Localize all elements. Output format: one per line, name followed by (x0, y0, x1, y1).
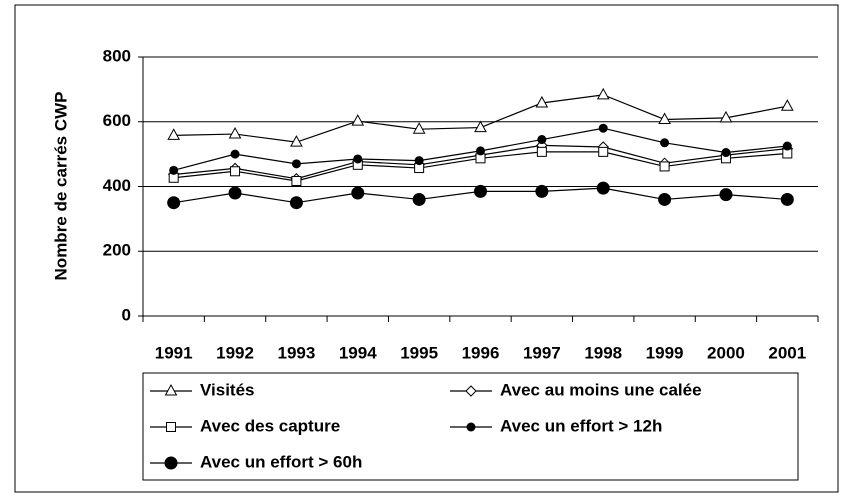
marker (782, 141, 792, 151)
marker (476, 146, 485, 156)
y-tick-label: 600 (103, 111, 131, 130)
x-tick-label: 1996 (462, 343, 500, 362)
marker (658, 112, 671, 124)
legend-label: Avec un effort > 60h (200, 452, 362, 471)
y-tick-label: 800 (103, 46, 131, 65)
x-tick-label: 1995 (400, 343, 438, 362)
marker (780, 192, 794, 206)
marker (169, 165, 179, 175)
marker (291, 159, 301, 169)
marker (658, 192, 672, 206)
marker (466, 422, 476, 432)
x-tick-label: 2001 (768, 343, 806, 362)
marker (535, 184, 549, 198)
marker (230, 166, 241, 177)
marker (289, 196, 303, 210)
marker (167, 196, 181, 210)
marker (164, 383, 178, 396)
legend-label: Avec des capture (200, 416, 340, 435)
marker (351, 114, 365, 126)
marker (474, 184, 487, 198)
legend-label: Visités (200, 380, 255, 399)
marker (291, 175, 302, 186)
marker (167, 128, 181, 140)
marker (596, 87, 610, 100)
marker (412, 122, 426, 134)
y-tick-label: 200 (103, 241, 131, 260)
marker (414, 156, 424, 166)
y-tick-label: 400 (103, 176, 131, 195)
marker (780, 99, 794, 111)
marker (465, 385, 477, 397)
marker (536, 146, 547, 157)
marker (351, 186, 365, 200)
marker (353, 154, 363, 164)
x-tick-label: 1998 (584, 343, 622, 362)
marker (535, 95, 549, 108)
x-tick-label: 1994 (339, 343, 377, 362)
x-tick-label: 1993 (277, 343, 315, 362)
marker (166, 422, 176, 432)
marker (719, 188, 733, 202)
marker (537, 135, 547, 145)
marker (412, 192, 426, 206)
marker (660, 138, 670, 148)
x-tick-label: 1991 (155, 343, 193, 362)
y-axis-label: Nombre de carrés CWP (51, 92, 70, 281)
marker (659, 161, 670, 172)
marker (598, 123, 608, 133)
marker (721, 148, 731, 158)
marker (290, 135, 303, 147)
marker (230, 149, 240, 159)
marker (228, 186, 242, 200)
marker (164, 456, 178, 470)
x-tick-label: 1997 (523, 343, 561, 362)
marker (228, 127, 242, 139)
y-tick-label: 0 (122, 305, 131, 324)
legend-label: Avec au moins une calée (500, 380, 702, 399)
marker (598, 146, 609, 157)
marker (596, 181, 610, 195)
x-tick-label: 1992 (216, 343, 254, 362)
x-tick-label: 1999 (646, 343, 684, 362)
x-tick-label: 2000 (707, 343, 745, 362)
marker (719, 110, 733, 123)
marker (474, 120, 487, 133)
legend-label: Avec un effort > 12h (500, 416, 662, 435)
